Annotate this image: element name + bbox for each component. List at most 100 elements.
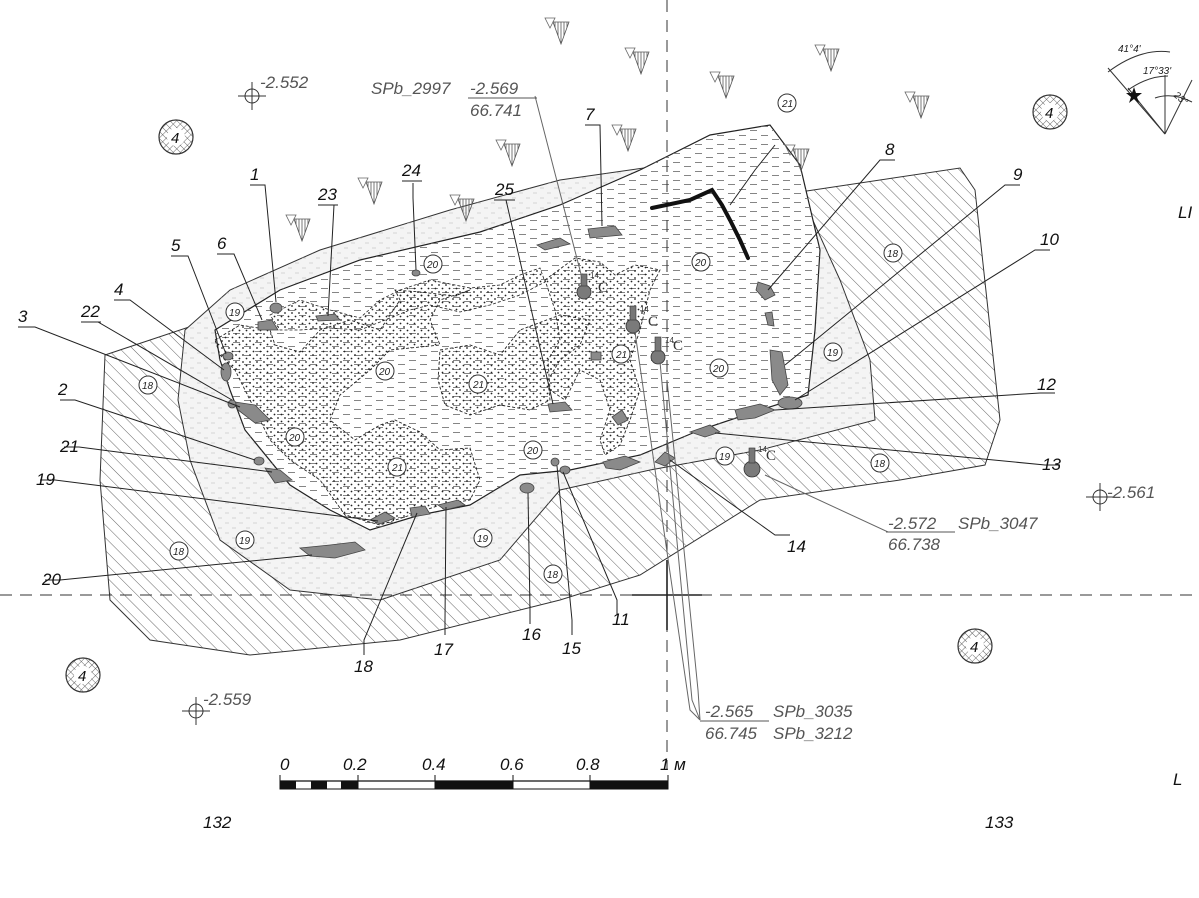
find-4 xyxy=(220,362,232,382)
label-2: 2 xyxy=(57,380,68,399)
svg-text:18: 18 xyxy=(173,547,185,558)
label-11: 11 xyxy=(612,610,630,629)
find-extra-e xyxy=(764,311,775,327)
marker-20-e: 20 xyxy=(691,252,711,272)
find-6 xyxy=(257,319,279,331)
find-12 xyxy=(734,403,777,421)
label-24: 24 xyxy=(401,161,421,180)
marker-19-d: 19 xyxy=(235,530,255,550)
find-23 xyxy=(315,313,341,322)
scale-tick-1: 0.2 xyxy=(343,755,367,774)
svg-text:20: 20 xyxy=(426,260,439,271)
grid-col-left: 132 xyxy=(203,813,232,832)
svg-text:18: 18 xyxy=(874,459,886,470)
svg-text:19: 19 xyxy=(477,534,489,545)
label-7: 7 xyxy=(585,105,595,124)
find-extra-b xyxy=(602,455,642,471)
svg-text:19: 19 xyxy=(719,452,731,463)
find-2 xyxy=(253,456,265,466)
svg-text:21: 21 xyxy=(781,99,793,110)
find-7 xyxy=(587,225,623,239)
label-8: 8 xyxy=(885,140,895,159)
label-21: 21 xyxy=(59,437,79,456)
svg-text:14: 14 xyxy=(590,271,599,280)
find-3 xyxy=(234,401,271,424)
label-13: 13 xyxy=(1042,455,1061,474)
label-9: 9 xyxy=(1013,165,1023,184)
c14-sample-2997: 14 C xyxy=(576,271,608,300)
svg-text:14: 14 xyxy=(665,336,674,345)
svg-text:18: 18 xyxy=(887,249,899,260)
label-12: 12 xyxy=(1037,375,1056,394)
svg-text:C: C xyxy=(598,280,608,296)
svg-text:14: 14 xyxy=(640,305,649,314)
marker-4-a: 4 xyxy=(158,119,194,155)
svg-text:SPb_3047: SPb_3047 xyxy=(958,514,1038,533)
svg-text:-2.569: -2.569 xyxy=(470,79,519,98)
svg-text:21: 21 xyxy=(472,380,484,391)
svg-text:18: 18 xyxy=(142,381,154,392)
layer-4-markers: 4 4 4 4 xyxy=(65,94,1068,693)
svg-text:C: C xyxy=(673,338,683,354)
svg-text:66.745: 66.745 xyxy=(705,724,758,743)
marker-19-c: 19 xyxy=(715,446,735,466)
find-1 xyxy=(269,302,283,314)
layer-20-texture xyxy=(215,125,820,530)
star-icon xyxy=(1126,87,1142,103)
marker-20-d: 20 xyxy=(523,440,543,460)
svg-text:SPb_3035: SPb_3035 xyxy=(773,702,853,721)
find-extra-d xyxy=(590,351,602,361)
svg-text:66.741: 66.741 xyxy=(470,101,522,120)
marker-18-c: 18 xyxy=(870,453,890,473)
svg-text:C: C xyxy=(766,448,776,464)
marker-4-c: 4 xyxy=(65,657,101,693)
svg-text:-2.561: -2.561 xyxy=(1107,483,1155,502)
c14-sample-3212: 14 C xyxy=(650,336,683,365)
svg-text:20: 20 xyxy=(712,364,725,375)
find-15 xyxy=(550,457,560,467)
find-5 xyxy=(222,351,234,361)
svg-text:19: 19 xyxy=(827,348,839,359)
svg-text:19: 19 xyxy=(239,536,251,547)
find-9 xyxy=(769,349,789,396)
svg-text:SPb_3212: SPb_3212 xyxy=(773,724,853,743)
svg-text:4: 4 xyxy=(171,130,179,147)
grid-col-right: 133 xyxy=(985,813,1014,832)
svg-text:20: 20 xyxy=(378,367,391,378)
marker-18-d: 18 xyxy=(169,541,189,561)
find-extra-a xyxy=(536,237,572,251)
svg-text:21: 21 xyxy=(391,463,403,474)
marker-21-a: 21 xyxy=(387,457,407,477)
label-1: 1 xyxy=(250,165,259,184)
grid-row-bottom: L xyxy=(1173,770,1182,789)
marker-4-b: 4 xyxy=(1032,94,1068,130)
grid-row-top: LI xyxy=(1178,203,1192,222)
label-6: 6 xyxy=(217,234,227,253)
label-4: 4 xyxy=(114,280,123,299)
layer-markers: 19 18 20 20 20 21 21 21 21 20 20 20 18 1… xyxy=(138,93,903,584)
c14-sample-3035: 14 C xyxy=(625,305,658,334)
marker-18-e: 18 xyxy=(543,564,563,584)
orientation-diagram: 41°4' 17°33' 23° xyxy=(1107,44,1193,135)
sample-label-3035: -2.565 66.745 SPb_3035 SPb_3212 xyxy=(700,702,853,743)
label-5: 5 xyxy=(171,236,181,255)
marker-20-f: 20 xyxy=(709,358,729,378)
svg-text:SPb_2997: SPb_2997 xyxy=(371,79,451,98)
label-15: 15 xyxy=(562,639,581,658)
scale-tick-3: 0.6 xyxy=(500,755,524,774)
svg-text:17°33': 17°33' xyxy=(1143,66,1172,77)
find-24 xyxy=(411,269,421,277)
label-23: 23 xyxy=(317,185,337,204)
marker-19-e: 19 xyxy=(473,528,493,548)
marker-19-b: 19 xyxy=(823,342,843,362)
charcoal-streak xyxy=(650,187,750,260)
layer-21-streak xyxy=(269,267,546,331)
find-13 xyxy=(688,424,721,438)
scale-bar: 0 0.2 0.4 0.6 0.8 1 м xyxy=(279,755,686,790)
marker-20-b: 20 xyxy=(423,254,443,274)
find-labels: 1 2 3 4 5 6 7 8 9 10 11 12 13 14 15 16 1… xyxy=(18,105,1061,676)
svg-text:-2.572: -2.572 xyxy=(888,514,937,533)
svg-text:C: C xyxy=(648,314,658,330)
label-18: 18 xyxy=(354,657,373,676)
